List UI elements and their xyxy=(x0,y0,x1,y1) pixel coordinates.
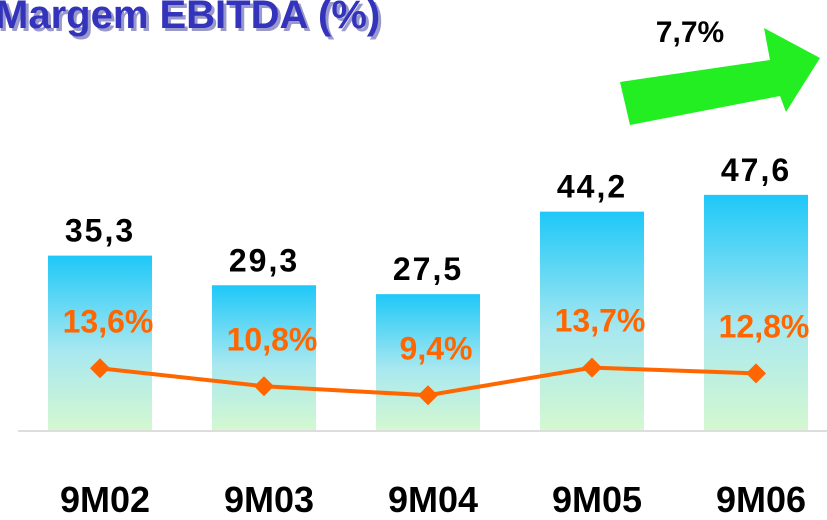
bar xyxy=(704,194,808,430)
x-tick-label: 9M02 xyxy=(60,479,150,520)
line-marker xyxy=(418,385,438,406)
x-tick-label: 9M05 xyxy=(552,479,642,520)
annotation: 7,7% xyxy=(656,16,724,49)
line-value-label: 13,7% xyxy=(555,303,646,339)
chart-title: Margem EBITDA (%) xyxy=(0,0,380,37)
x-tick-label: 9M04 xyxy=(388,479,478,520)
line-value-label: 12,8% xyxy=(719,308,810,344)
line-marker xyxy=(746,363,766,384)
line-value-label: 13,6% xyxy=(63,303,154,339)
bar-value-label: 29,3 xyxy=(229,242,299,278)
growth-arrow xyxy=(620,28,820,125)
bar-value-label: 35,3 xyxy=(65,213,135,249)
line-value-label: 10,8% xyxy=(227,321,318,357)
line-marker xyxy=(90,358,110,379)
bar-value-label: 47,6 xyxy=(721,152,791,188)
bar-value-label: 44,2 xyxy=(557,169,627,205)
chart-title-shadow: Margem EBITDA (%) xyxy=(0,0,383,40)
line-marker xyxy=(582,357,602,378)
bar xyxy=(48,255,152,430)
x-tick-label: 9M06 xyxy=(716,479,806,520)
bar-value-label: 27,5 xyxy=(393,251,463,287)
line-marker xyxy=(254,376,274,397)
line-value-label: 9,4% xyxy=(400,330,473,366)
x-tick-label: 9M03 xyxy=(224,479,314,520)
bar xyxy=(376,294,480,430)
bar xyxy=(540,211,644,430)
bar xyxy=(212,285,316,430)
